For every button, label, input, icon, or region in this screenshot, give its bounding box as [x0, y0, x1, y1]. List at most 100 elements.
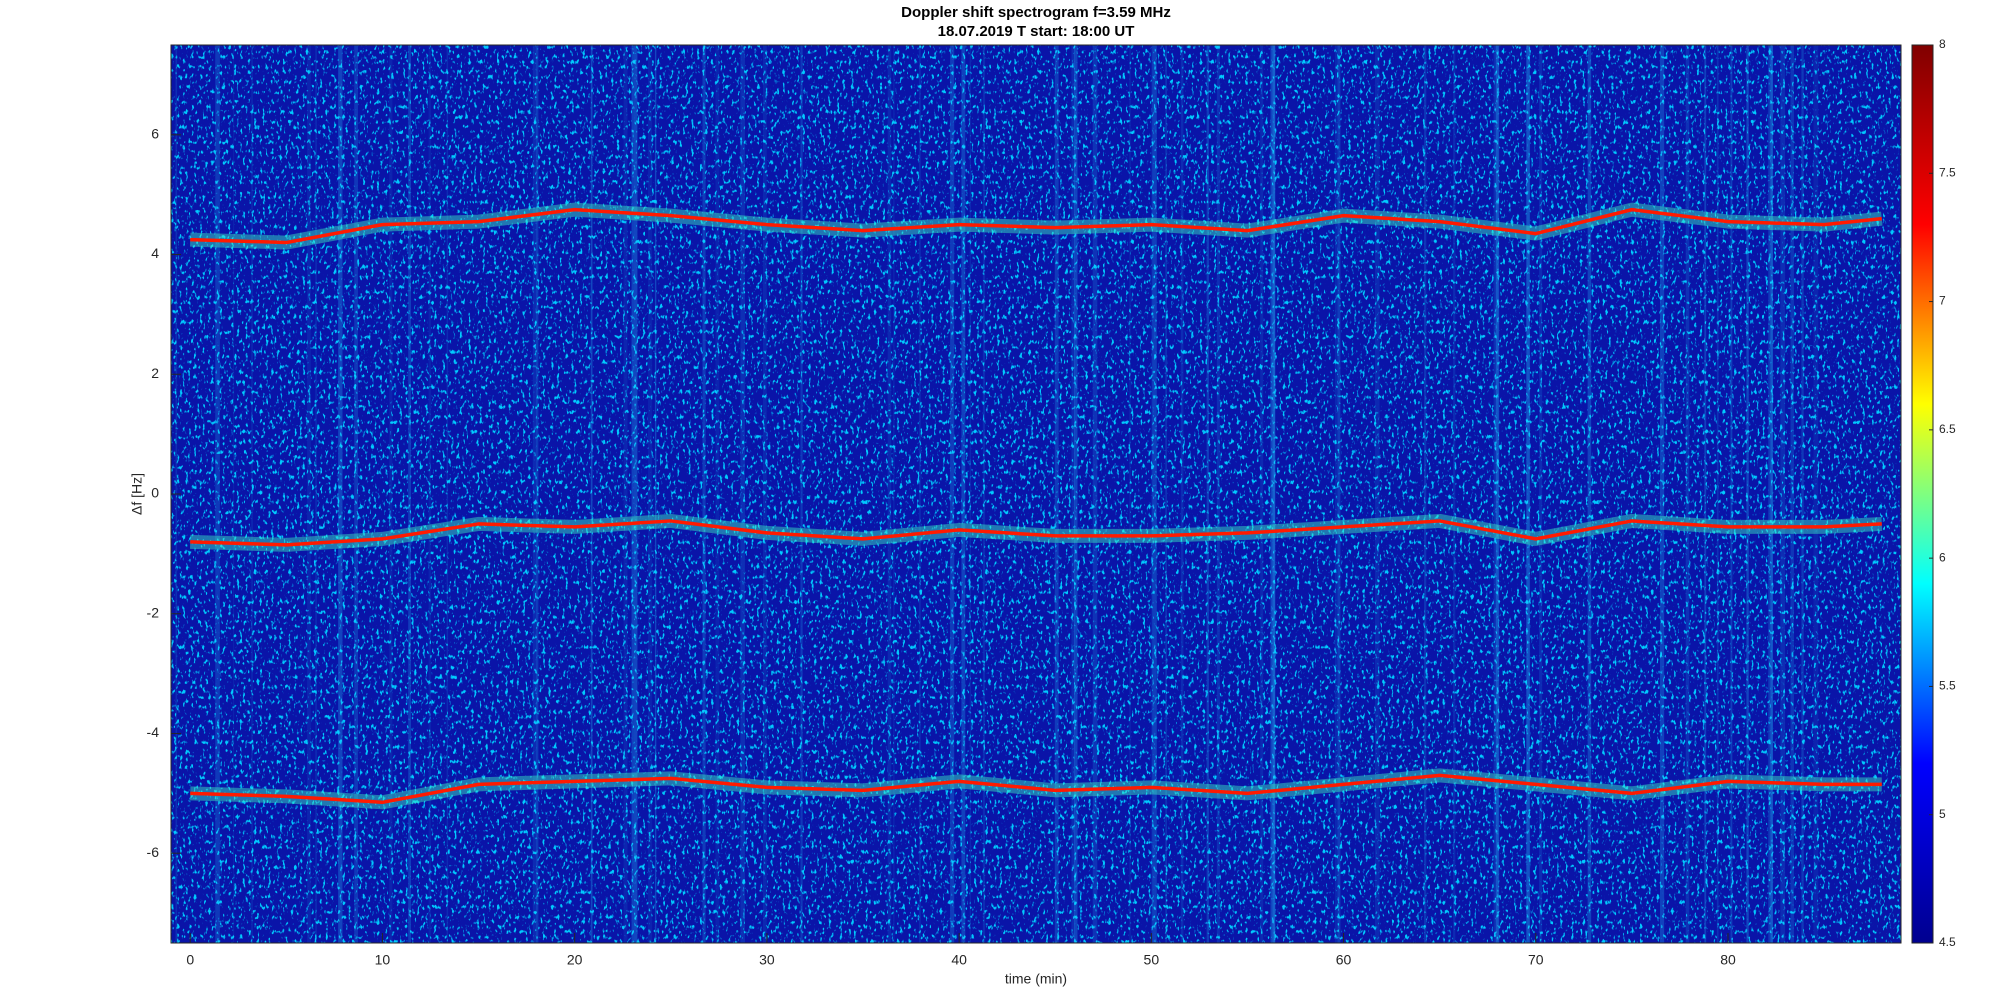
noise-streak — [702, 45, 706, 943]
noise-streak — [1813, 45, 1819, 943]
noise-streak — [715, 45, 720, 943]
y-tick-label: 4 — [151, 245, 159, 261]
noise-streak — [1780, 45, 1786, 943]
noise-streak — [1092, 45, 1098, 943]
noise-streak — [1272, 45, 1276, 943]
noise-streak — [740, 45, 745, 943]
noise-streak — [647, 45, 653, 943]
noise-streak — [233, 45, 235, 943]
noise-streak — [918, 45, 921, 943]
noise-streak — [590, 45, 593, 943]
x-tick-label: 60 — [1336, 952, 1352, 968]
y-tick-label: 2 — [151, 365, 159, 381]
trace — [190, 519, 1882, 547]
noise-streak — [1374, 45, 1380, 943]
noise-streak — [1151, 45, 1154, 943]
noise-streak — [1746, 45, 1749, 943]
noise-streak — [1071, 45, 1075, 943]
noise-streak — [215, 45, 220, 943]
y-axis-label: Δf [Hz] — [129, 473, 145, 515]
colorbar-tick-label: 4.5 — [1939, 935, 1956, 949]
x-tick-label: 80 — [1720, 952, 1736, 968]
colorbar-tick-label: 6 — [1939, 550, 1946, 564]
noise-streak — [315, 45, 317, 943]
y-tick-label: 6 — [151, 126, 159, 142]
noise-streak — [1129, 45, 1131, 943]
noise-streak — [408, 45, 411, 943]
noise-streak — [762, 45, 767, 943]
noise-streak — [633, 45, 638, 943]
colorbar-tick-label: 6.5 — [1939, 422, 1956, 436]
noise-streak — [623, 45, 628, 943]
noise-streak — [950, 45, 955, 943]
y-tick-label: -4 — [147, 724, 160, 740]
noise-streak — [354, 45, 358, 943]
chart-subtitle: 18.07.2019 T start: 18:00 UT — [938, 23, 1135, 40]
trace — [190, 207, 1882, 245]
colorbar-tick-label: 5.5 — [1939, 679, 1956, 693]
noise-streak — [1180, 45, 1184, 943]
noise-streak — [1337, 45, 1341, 943]
noise-streak — [1587, 45, 1592, 943]
noise-streak — [1270, 45, 1276, 943]
noise-streak — [1790, 45, 1794, 943]
noise-streak — [1493, 45, 1499, 943]
noise-streak — [1539, 45, 1543, 943]
noise-streak — [1165, 45, 1167, 943]
noise-streak — [338, 45, 343, 943]
noise-streak — [654, 45, 657, 943]
noise-streak — [893, 45, 895, 943]
y-tick-label: -6 — [147, 844, 160, 860]
noise-streak — [251, 45, 253, 943]
noise-streak — [887, 45, 892, 943]
noise-streak — [1716, 45, 1719, 943]
noise-streak — [532, 45, 538, 943]
noise-streak — [1206, 45, 1209, 943]
noise-streak — [1704, 45, 1707, 943]
x-tick-label: 40 — [951, 952, 967, 968]
noise-streak — [1526, 45, 1531, 943]
noise-streak — [1526, 45, 1530, 943]
noise-texture — [171, 45, 1901, 943]
noise-streak — [1771, 45, 1773, 943]
x-tick-label: 0 — [186, 952, 194, 968]
x-tick-label: 50 — [1144, 952, 1160, 968]
noise-streak — [307, 45, 311, 943]
noise-streak — [1153, 45, 1157, 943]
y-tick-label: -2 — [147, 604, 160, 620]
colorbar — [1911, 44, 1934, 944]
noise-streak — [1453, 45, 1456, 943]
colorbar-tick-label: 7 — [1939, 294, 1946, 308]
noise-streak — [1767, 45, 1773, 943]
x-axis-label: time (min) — [1005, 971, 1067, 987]
noise-streak — [1769, 45, 1774, 943]
noise-streak — [969, 45, 972, 943]
y-tick-label: 0 — [151, 485, 159, 501]
noise-streak — [1073, 45, 1078, 943]
noise-streak — [1730, 45, 1733, 943]
colorbar-tick-label: 5 — [1939, 807, 1946, 821]
noise-streak — [1495, 45, 1500, 943]
colorbar-tick-label: 8 — [1939, 37, 1946, 51]
noise-streak — [631, 45, 634, 943]
noise-streak — [1424, 45, 1427, 943]
noise-streak — [800, 45, 803, 943]
noise-streak — [982, 45, 986, 943]
noise-streak — [1801, 45, 1804, 943]
noise-streak — [428, 45, 431, 943]
noise-streak — [961, 45, 966, 943]
noise-streak — [389, 45, 393, 943]
colorbar-tick-label: 7.5 — [1939, 165, 1956, 179]
noise-streak — [446, 45, 449, 943]
noise-streak — [1685, 45, 1690, 943]
chart-title: Doppler shift spectrogram f=3.59 MHz — [901, 4, 1171, 21]
noise-streak — [1660, 45, 1665, 943]
noise-streak — [536, 45, 539, 943]
x-tick-label: 10 — [375, 952, 391, 968]
x-tick-label: 70 — [1528, 952, 1544, 968]
noise-streak — [1260, 45, 1264, 943]
noise-streak — [1334, 45, 1338, 943]
noise-streak — [1054, 45, 1059, 943]
trace — [190, 773, 1882, 805]
